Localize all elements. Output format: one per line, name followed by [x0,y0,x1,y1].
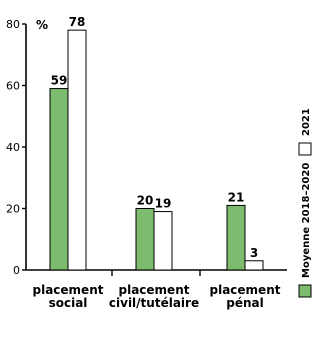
data-label: 59 [51,74,68,88]
legend: Moyenne 2018–2020 2021 [298,108,312,298]
legend-swatch [298,142,312,156]
y-tick-label: 60 [6,80,20,93]
category-label: civil/tutélaire [109,296,199,310]
y-unit-label: % [36,18,48,32]
data-label: 20 [137,194,154,208]
category-labels: placementsocialplacementcivil/tutélairep… [33,283,281,310]
category-label: placement [119,283,190,297]
y-tick-label: 20 [6,203,20,216]
data-label: 3 [250,246,258,260]
category-label: pénal [226,296,263,310]
bar [49,88,69,271]
category-label: social [49,296,88,310]
y-tick-label: 0 [13,264,20,277]
bars [49,29,264,271]
bar [67,29,87,271]
bar [226,204,246,271]
legend-swatch [298,284,312,298]
bar [153,211,173,271]
data-labels: 59 20 21 78 19 3 [51,15,259,260]
data-label: 21 [228,190,245,204]
category-label: placement [33,283,104,297]
data-label: 19 [155,197,172,211]
legend-label: Moyenne 2018–2020 [301,163,312,278]
data-label: 78 [69,15,86,29]
legend-label: 2021 [301,108,312,136]
bar [135,208,155,271]
category-label: placement [210,283,281,297]
y-tick-label: 80 [6,18,20,31]
bar [244,260,264,271]
y-tick-label: 40 [6,141,20,154]
